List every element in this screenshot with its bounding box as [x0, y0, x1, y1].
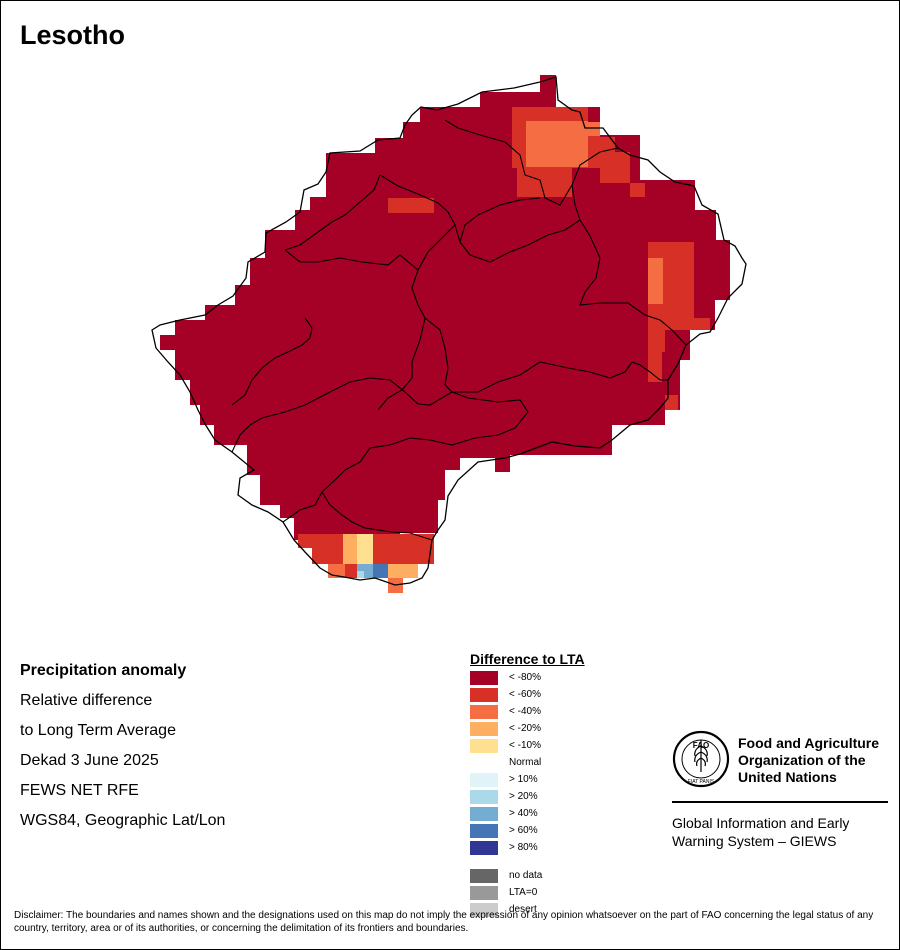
- fao-name: Food and Agriculture Organization of the…: [738, 735, 888, 786]
- map-title: Lesotho: [20, 20, 125, 50]
- fao-logo-block: FAO FIAT PANIS Food and Agriculture Orga…: [672, 730, 888, 850]
- fao-emblem-text: FAO: [693, 741, 709, 750]
- fao-name-line-2: Organization of the: [738, 752, 866, 768]
- legend-swatch: [470, 841, 498, 855]
- legend-label: > 80%: [509, 842, 538, 853]
- raster-below-40-ne: [526, 121, 588, 167]
- legend-label: < -10%: [509, 740, 541, 751]
- anomaly-raster: [160, 75, 730, 593]
- raster-below-40-east: [648, 258, 663, 304]
- fao-emblem-icon: FAO FIAT PANIS: [672, 730, 730, 788]
- legend-swatch: [470, 807, 498, 821]
- fao-name-line-1: Food and Agriculture: [738, 735, 880, 751]
- disclaimer: Disclaimer: The boundaries and names sho…: [14, 910, 874, 934]
- legend-swatch: [470, 903, 498, 917]
- legend-label: < -20%: [509, 723, 541, 734]
- info-period: Dekad 3 June 2025: [20, 752, 159, 769]
- legend-label: < -80%: [509, 672, 541, 683]
- legend-swatch: [470, 756, 498, 770]
- info-line-1: Relative difference: [20, 692, 153, 709]
- legend-label: < -60%: [509, 689, 541, 700]
- fao-name-line-3: United Nations: [738, 769, 837, 785]
- giews-name: Global Information and Early Warning Sys…: [672, 814, 888, 850]
- raster-below-60-east-b: [665, 395, 678, 410]
- info-line-2: to Long Term Average: [20, 722, 176, 739]
- district-boundaries: [231, 119, 687, 541]
- legend-swatch: [470, 773, 498, 787]
- giews-line-1: Global Information and Early: [672, 815, 850, 831]
- map-info: Precipitation anomaly Relative differenc…: [20, 656, 225, 836]
- fao-motto: FIAT PANIS: [688, 779, 715, 785]
- raster-above-20-south: [357, 571, 364, 578]
- raster-above-60-south: [373, 564, 388, 578]
- info-projection: WGS84, Geographic Lat/Lon: [20, 812, 226, 829]
- raster-below-40-ne-b: [588, 122, 600, 136]
- legend: Difference to LTA < -80% < -60% < -40% <…: [470, 651, 585, 917]
- fao-divider: [672, 801, 888, 803]
- precipitation-anomaly-map: [151, 75, 747, 593]
- legend-label: > 60%: [509, 825, 538, 836]
- legend-label: desert: [509, 904, 537, 915]
- legend-label: > 20%: [509, 791, 538, 802]
- raster-below-20-south: [343, 534, 357, 564]
- legend-swatch: [470, 705, 498, 719]
- legend-swatch: [470, 790, 498, 804]
- raster-below-10-south: [357, 534, 373, 564]
- legend-label: < -40%: [509, 706, 541, 717]
- legend-swatch: [470, 722, 498, 736]
- legend-swatch: [470, 886, 498, 900]
- raster-below-80: [160, 75, 730, 540]
- legend-swatch: [470, 869, 498, 883]
- legend-swatch: [470, 739, 498, 753]
- info-heading: Precipitation anomaly: [20, 662, 187, 679]
- legend-label: > 10%: [509, 774, 538, 785]
- legend-title: Difference to LTA: [470, 651, 585, 667]
- legend-swatch: [470, 824, 498, 838]
- legend-label: > 40%: [509, 808, 538, 819]
- info-source: FEWS NET RFE: [20, 782, 139, 799]
- raster-below-60-north: [388, 198, 434, 213]
- raster-below-60-east: [648, 242, 710, 382]
- legend-swatch: [470, 688, 498, 702]
- legend-label: LTA=0: [509, 887, 538, 898]
- legend-swatch: [470, 671, 498, 685]
- legend-label: Normal: [509, 757, 542, 768]
- legend-label: no data: [509, 870, 543, 881]
- raster-below-20-south-b: [388, 564, 418, 578]
- giews-line-2: Warning System – GIEWS: [672, 833, 837, 849]
